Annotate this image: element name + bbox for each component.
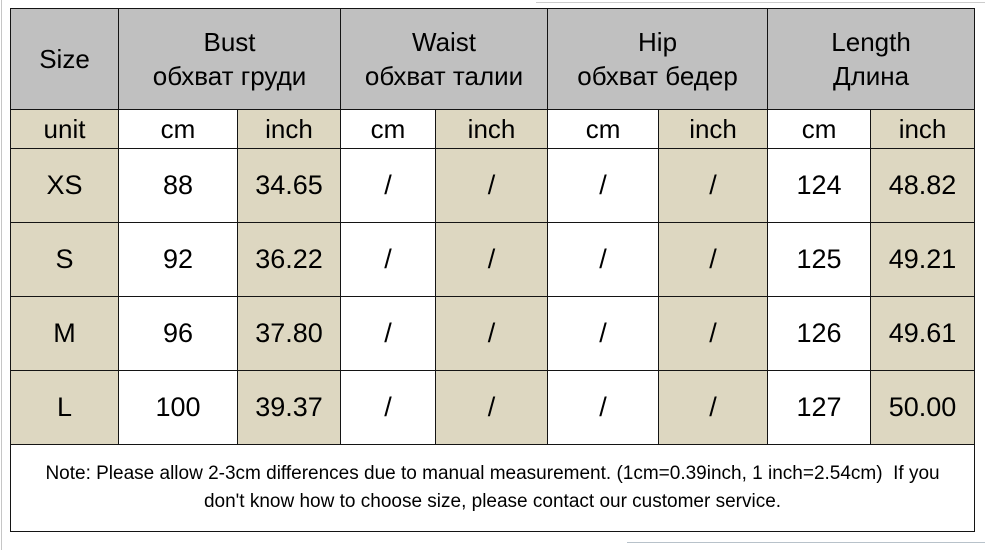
hip-inch-unit-cell: inch — [658, 109, 769, 149]
waist-inch-cell: / — [435, 370, 549, 445]
header-size-label: Size — [39, 44, 90, 74]
row-m: M 96 37.80 / / / / 126 49.61 — [10, 296, 976, 371]
length-cm-cell: 126 — [767, 296, 872, 371]
bust-cm-unit-cell: cm — [118, 109, 238, 149]
waist-inch-unit-cell: inch — [435, 109, 549, 149]
size-chart-table: Size Bust обхват груди Waist обхват тали… — [9, 8, 976, 532]
note-row: Note: Please allow 2-3cm differences due… — [9, 444, 976, 532]
hip-cm-cell: / — [547, 296, 660, 371]
hip-inch-cell: / — [658, 148, 769, 223]
length-inch-cell: 49.61 — [870, 296, 976, 371]
bust-inch-unit-cell: inch — [236, 109, 342, 149]
bust-inch-cell: 37.80 — [236, 296, 342, 371]
bust-inch-cell: 34.65 — [236, 148, 342, 223]
bust-inch-cell: 39.37 — [236, 370, 342, 445]
bust-inch-cell: 36.22 — [236, 222, 342, 297]
waist-cm-cell: / — [340, 148, 437, 223]
header-size-cell: Size — [10, 8, 119, 110]
header-hip-en: Hip — [638, 27, 678, 57]
row-xs: XS 88 34.65 / / / / 124 48.82 — [10, 148, 976, 223]
header-hip-ru: обхват бедер — [577, 61, 738, 91]
bust-cm-cell: 96 — [118, 296, 238, 371]
header-row: Size Bust обхват груди Waist обхват тали… — [10, 8, 976, 110]
hip-cm-cell: / — [547, 370, 660, 445]
size-cell: M — [10, 296, 119, 371]
header-bust-ru: обхват груди — [152, 61, 307, 91]
hip-cm-cell: / — [547, 148, 660, 223]
row-l: L 100 39.37 / / / / 127 50.00 — [10, 370, 976, 445]
waist-inch-cell: / — [435, 148, 549, 223]
length-inch-cell: 48.82 — [870, 148, 976, 223]
header-bust-en: Bust — [203, 27, 256, 57]
gridline-artifact-top — [536, 2, 985, 3]
note-cell: Note: Please allow 2-3cm differences due… — [9, 444, 976, 532]
length-cm-cell: 124 — [767, 148, 872, 223]
header-length-en: Length — [831, 27, 911, 57]
length-inch-cell: 49.21 — [870, 222, 976, 297]
waist-cm-cell: / — [340, 370, 437, 445]
size-cell: XS — [10, 148, 119, 223]
bust-cm-cell: 88 — [118, 148, 238, 223]
length-cm-cell: 125 — [767, 222, 872, 297]
waist-inch-cell: / — [435, 222, 549, 297]
length-inch-cell: 50.00 — [870, 370, 976, 445]
waist-cm-cell: / — [340, 296, 437, 371]
header-waist-en: Waist — [412, 27, 477, 57]
unit-label-cell: unit — [10, 109, 119, 149]
bust-cm-cell: 92 — [118, 222, 238, 297]
hip-cm-unit-cell: cm — [547, 109, 660, 149]
length-inch-unit-cell: inch — [870, 109, 976, 149]
header-hip-cell: Hip обхват бедер — [547, 8, 769, 110]
gridline-artifact-left — [1, 0, 2, 550]
header-waist-cell: Waist обхват талии — [340, 8, 549, 110]
hip-inch-cell: / — [658, 296, 769, 371]
length-cm-cell: 127 — [767, 370, 872, 445]
header-length-ru: Длина — [832, 61, 910, 91]
header-waist-ru: обхват талии — [364, 61, 524, 91]
waist-inch-cell: / — [435, 296, 549, 371]
hip-inch-cell: / — [658, 370, 769, 445]
unit-row: unit cm inch cm inch cm inch cm inch — [10, 109, 976, 149]
header-length-cell: Length Длина — [767, 8, 976, 110]
size-cell: L — [10, 370, 119, 445]
size-cell: S — [10, 222, 119, 297]
waist-cm-cell: / — [340, 222, 437, 297]
gridline-artifact-bottom — [627, 542, 985, 543]
waist-cm-unit-cell: cm — [340, 109, 437, 149]
length-cm-unit-cell: cm — [767, 109, 872, 149]
row-s: S 92 36.22 / / / / 125 49.21 — [10, 222, 976, 297]
header-bust-cell: Bust обхват груди — [117, 8, 342, 110]
note-line-2: don't know how to choose size, please co… — [203, 491, 782, 512]
hip-inch-cell: / — [658, 222, 769, 297]
note-line-1: Note: Please allow 2-3cm differences due… — [45, 463, 940, 484]
hip-cm-cell: / — [547, 222, 660, 297]
bust-cm-cell: 100 — [118, 370, 238, 445]
